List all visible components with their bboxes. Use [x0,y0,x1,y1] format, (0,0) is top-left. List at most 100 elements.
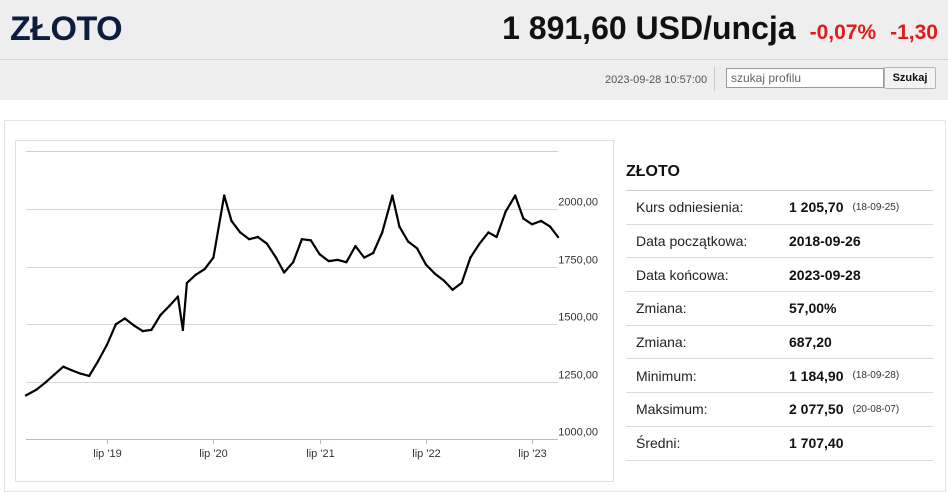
price-point [79,372,82,375]
price-block: 1 891,60 USD/uncja -0,07% -1,30 [502,10,938,47]
info-row: Data początkowa: 2018-09-26 [626,225,933,259]
y-tick-label: 1000,00 [558,427,598,439]
info-label: Kurs odniesienia: [636,199,744,216]
price-point [478,242,481,245]
price-point [181,328,185,332]
price-point [372,251,375,255]
price-point [44,381,47,384]
info-row: Kurs odniesienia: 1 205,70 (18-09-25) [626,191,933,225]
price-point [530,223,534,226]
price-point [336,258,339,262]
info-table: ZŁOTO Kurs odniesienia: 1 205,70 (18-09-25… [626,158,933,461]
price-point [556,235,560,239]
info-label: Data początkowa: [636,233,748,250]
price-point [460,281,463,285]
x-tick-label: lip '21 [306,448,334,460]
info-value: 2018-09-26 [789,233,861,250]
vertical-divider [714,67,715,91]
price-chart: 2000,00 1750,00 1500,00 1250,00 1000,00 lip '… [15,140,614,482]
price-point [424,263,428,266]
price-point [406,240,410,243]
info-label: Maksimum: [636,401,708,418]
timestamp: 2023-09-28 10:57:00 [605,74,708,86]
price-point [354,244,357,248]
price-point [539,219,543,223]
price-point [433,272,437,275]
price-point [398,225,401,228]
price-point [123,317,127,320]
price-point [318,253,321,256]
price-point [159,313,162,317]
price-point [345,261,348,264]
info-row: Minimum: 1 184,90 (18-09-28) [626,359,933,394]
info-value: 57,00% [789,300,837,317]
price-point [451,288,454,291]
price-point [62,365,65,368]
price-point [469,256,472,259]
price-point [114,323,118,326]
info-row: Data końcowa: 2023-09-28 [626,258,933,293]
chart-svg: 2000,00 1750,00 1500,00 1250,00 1000,00 lip '… [24,151,598,460]
price-point [53,373,56,376]
page-title: ZŁOTO [10,10,123,48]
price-point [548,225,552,228]
price-value: 1 891,60 USD/uncja [502,10,796,46]
price-point [292,261,295,264]
price-point [35,388,38,391]
price-point [194,273,197,276]
price-point [97,359,100,363]
info-row: Zmiana: 57,00% [626,292,933,326]
info-label: Data końcowa: [636,266,729,283]
price-point [363,256,366,259]
info-value: 687,20 [789,334,832,351]
search-input[interactable] [726,68,884,88]
x-tick-label: lip '22 [412,448,440,460]
price-point [300,238,304,241]
price-point [282,271,286,274]
price-point [203,267,206,271]
price-point [504,210,507,213]
info-row: Zmiana: 687,20 [626,326,933,360]
info-date: (20-08-07) [852,403,900,415]
info-label: Zmiana: [636,334,687,351]
price-point [185,281,189,285]
price-point [495,235,498,239]
y-tick-label: 1500,00 [558,312,598,324]
info-label: Zmiana: [636,300,687,317]
info-title: ZŁOTO [626,158,933,191]
info-value: 1 707,40 [789,435,844,452]
price-point [274,256,278,259]
price-point [24,394,28,397]
price-point [239,231,242,234]
price-point [442,279,446,282]
price-point [514,194,517,197]
price-line [25,194,559,397]
price-point [381,231,384,234]
y-tick-label: 1750,00 [558,255,598,267]
price-point [168,304,171,307]
price-point [265,242,269,245]
price-point [105,343,109,347]
price-point [141,329,144,333]
price-point [176,295,180,298]
info-row: Maksimum: 2 077,50 (20-08-07) [626,393,933,427]
price-point [230,219,233,223]
x-tick-label: lip '20 [199,448,227,460]
price-point [415,247,419,250]
y-tick-label: 2000,00 [558,197,598,209]
price-point [70,368,73,372]
x-tick-label: lip '19 [93,448,121,460]
search-button[interactable]: Szukaj [884,67,936,89]
info-label: Średni: [636,435,681,452]
price-point [522,217,525,220]
info-label: Minimum: [636,367,697,384]
price-point [212,256,215,259]
info-date: (18-09-28) [852,370,900,382]
info-row: Średni: 1 707,40 [626,427,933,461]
info-date: (18-09-25) [852,201,900,213]
info-value: 1 205,70 [789,199,844,216]
header-divider [0,59,948,60]
info-value: 2023-09-28 [789,266,861,283]
price-point [391,194,394,197]
info-rows: Kurs odniesienia: 1 205,70 (18-09-25) Data … [626,191,933,461]
